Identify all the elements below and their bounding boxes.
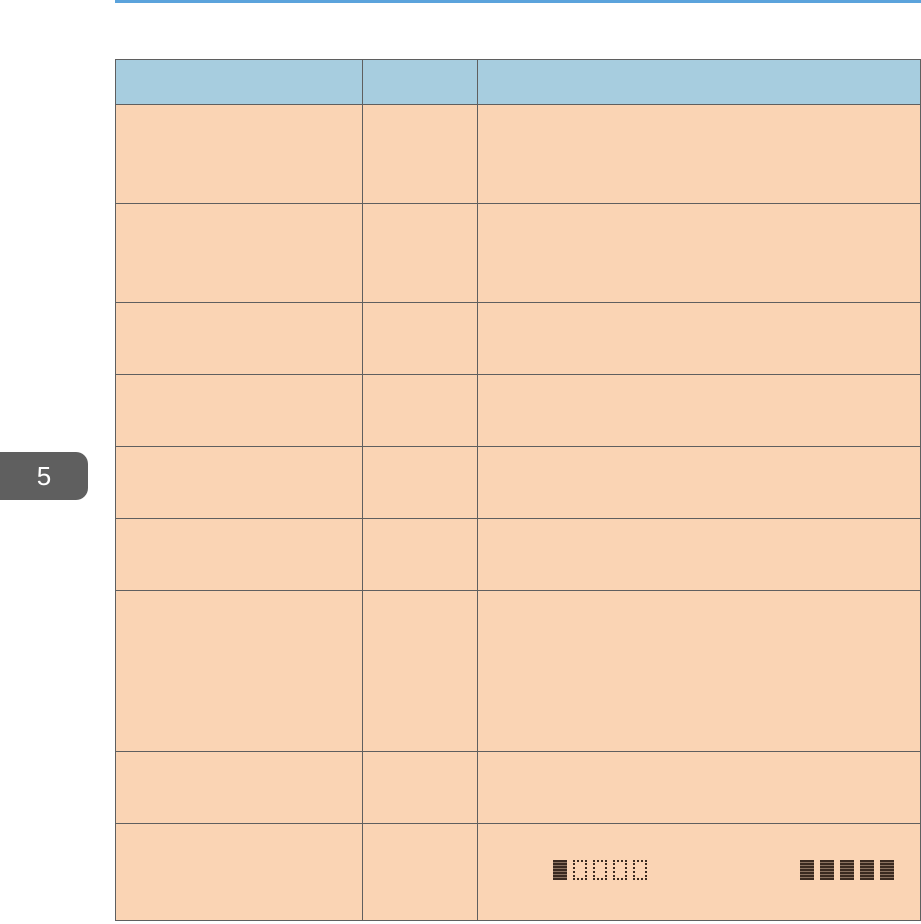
header-cell <box>362 59 478 105</box>
level-indicator-low-icon <box>553 860 647 880</box>
table-row <box>115 302 921 375</box>
filled-block-icon <box>800 860 814 880</box>
filled-block-icon <box>840 860 854 880</box>
table-row <box>115 590 921 752</box>
table-row <box>115 751 921 824</box>
header-cell <box>115 59 363 105</box>
empty-block-icon <box>593 860 607 880</box>
table-header <box>115 59 921 105</box>
filled-block-icon <box>860 860 874 880</box>
header-cell <box>477 59 921 105</box>
level-indicator-high-icon <box>800 860 894 880</box>
empty-block-icon <box>633 860 647 880</box>
chapter-tab: 5 <box>0 452 88 500</box>
empty-block-icon <box>573 860 587 880</box>
table-row <box>115 446 921 519</box>
table-row <box>115 374 921 447</box>
settings-table <box>115 59 921 921</box>
table-row <box>115 203 921 303</box>
filled-block-icon <box>880 860 894 880</box>
empty-block-icon <box>613 860 627 880</box>
header-rule <box>115 0 921 3</box>
table-row <box>115 518 921 591</box>
table-row <box>115 104 921 204</box>
filled-block-icon <box>820 860 834 880</box>
filled-block-icon <box>553 860 567 880</box>
